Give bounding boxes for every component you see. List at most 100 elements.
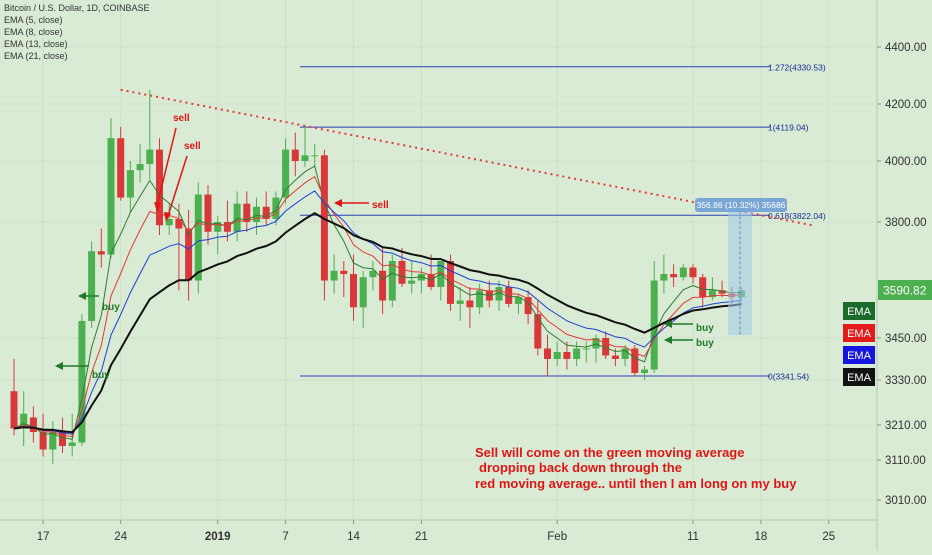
candle-body bbox=[146, 149, 154, 165]
ema-badge-label: EMA bbox=[847, 372, 872, 384]
legend-ema8[interactable]: EMA (8, close) bbox=[4, 27, 63, 37]
candle-body bbox=[524, 297, 532, 315]
candle-body bbox=[107, 138, 115, 255]
time-tick-label: 2019 bbox=[205, 531, 231, 543]
candle-body bbox=[611, 355, 619, 359]
candle-body bbox=[456, 300, 464, 304]
candle-body bbox=[563, 352, 571, 359]
candle-body bbox=[466, 300, 474, 308]
ema13-line bbox=[13, 190, 742, 435]
fib-label: 1(4119.04) bbox=[768, 123, 809, 133]
time-tick-label: Feb bbox=[547, 531, 567, 543]
ema-lines bbox=[13, 165, 742, 440]
price-tick-label: 3450.00 bbox=[885, 333, 927, 345]
buy-label: buy bbox=[696, 338, 714, 349]
sell-arrow bbox=[156, 127, 177, 207]
sell-arrowhead bbox=[164, 212, 171, 222]
candle-body bbox=[165, 218, 173, 226]
candle-body bbox=[621, 348, 629, 359]
measure-tool[interactable]: 356.86 (10.32%) 35686 bbox=[695, 198, 787, 335]
candle-body bbox=[272, 197, 280, 219]
ema-badge-label: EMA bbox=[847, 350, 872, 362]
candle-body bbox=[447, 261, 454, 304]
candle-body bbox=[126, 170, 134, 198]
candle-body bbox=[49, 432, 57, 450]
candle-body bbox=[311, 155, 319, 157]
time-tick-label: 14 bbox=[347, 531, 360, 543]
candle-body bbox=[689, 267, 697, 278]
candle-body bbox=[476, 290, 484, 308]
candle-body bbox=[369, 270, 377, 278]
candle-body bbox=[505, 287, 513, 304]
sell-label: sell bbox=[184, 141, 201, 152]
buy-arrowhead bbox=[78, 292, 86, 300]
symbol-title[interactable]: Bitcoin / U.S. Dollar, 1D, COINBASE bbox=[4, 3, 150, 13]
legend-ema5[interactable]: EMA (5, close) bbox=[4, 15, 63, 25]
candle-body bbox=[718, 290, 726, 294]
candle-body bbox=[679, 267, 687, 278]
ema5-line bbox=[13, 165, 742, 440]
comment-line: Sell will come on the green moving avera… bbox=[475, 445, 744, 460]
buy-label: buy bbox=[102, 302, 120, 313]
candle-body bbox=[204, 194, 212, 232]
candle-body bbox=[417, 274, 425, 281]
price-axis[interactable]: 4400.00 4200.00 4000.00 3800.00 3590.82 3450.… bbox=[877, 42, 932, 507]
time-tick-label: 18 bbox=[755, 531, 768, 543]
grid bbox=[0, 0, 877, 520]
time-tick-label: 11 bbox=[687, 531, 699, 543]
candle-body bbox=[398, 261, 406, 284]
ema8-line bbox=[13, 175, 742, 438]
time-axis[interactable]: 17 24 2019 7 14 21 Feb 11 18 25 bbox=[37, 520, 835, 543]
candle-body bbox=[253, 206, 260, 222]
candle-body bbox=[670, 274, 678, 278]
candle-body bbox=[78, 320, 86, 443]
sell-label: sell bbox=[372, 200, 389, 211]
candle-body bbox=[10, 391, 18, 429]
price-tick-label: 4200.00 bbox=[885, 99, 927, 111]
time-tick-label: 17 bbox=[37, 531, 50, 543]
sell-arrow bbox=[167, 155, 188, 217]
candle-body bbox=[514, 297, 522, 304]
annotations: sell sell sell buy buy buy buy Sell will come o… bbox=[55, 113, 797, 491]
ema-badge bbox=[843, 324, 875, 342]
price-tick-label: 3110.00 bbox=[885, 455, 926, 467]
ema-badge-label: EMA bbox=[847, 306, 872, 318]
candle-body bbox=[534, 314, 542, 349]
candle-body bbox=[650, 280, 658, 370]
candle-body bbox=[233, 203, 241, 232]
fib-label: 1.272(4330.53) bbox=[768, 62, 826, 72]
candle-body bbox=[175, 218, 183, 229]
candle-body bbox=[262, 206, 270, 219]
candle-body bbox=[699, 277, 707, 298]
candle-body bbox=[641, 369, 648, 373]
candle-body bbox=[39, 432, 47, 450]
fib-levels: 1.272(4330.53) 1(4119.04) 0.618(3822.04) 0(… bbox=[300, 62, 826, 381]
candle-body bbox=[20, 413, 28, 425]
candle-body bbox=[117, 138, 125, 198]
ema21-line bbox=[13, 212, 742, 434]
candle-body bbox=[573, 348, 581, 359]
comment-line: red moving average.. until then I am lon… bbox=[475, 476, 797, 491]
candle-body bbox=[602, 338, 610, 356]
buy-arrowhead bbox=[664, 320, 672, 328]
candle-body bbox=[359, 277, 367, 308]
legend-ema21[interactable]: EMA (21, close) bbox=[4, 51, 68, 61]
candle-body bbox=[185, 228, 193, 281]
candle-body bbox=[553, 352, 561, 359]
candle-body bbox=[214, 222, 222, 232]
candle-body bbox=[243, 203, 251, 222]
legend-ema13[interactable]: EMA (13, close) bbox=[4, 39, 68, 49]
candle-body bbox=[660, 274, 668, 281]
candle-body bbox=[29, 417, 37, 432]
time-tick-label: 24 bbox=[114, 531, 127, 543]
candle-body bbox=[592, 338, 600, 349]
buy-arrowhead bbox=[664, 336, 672, 344]
price-tick-label: 3800.00 bbox=[885, 217, 927, 229]
fib-label: 0(3341.54) bbox=[768, 371, 809, 381]
candle-body bbox=[156, 149, 163, 226]
sell-label: sell bbox=[173, 113, 190, 124]
buy-label: buy bbox=[696, 323, 714, 334]
ema-badges: EMA EMA EMA EMA bbox=[843, 302, 875, 386]
